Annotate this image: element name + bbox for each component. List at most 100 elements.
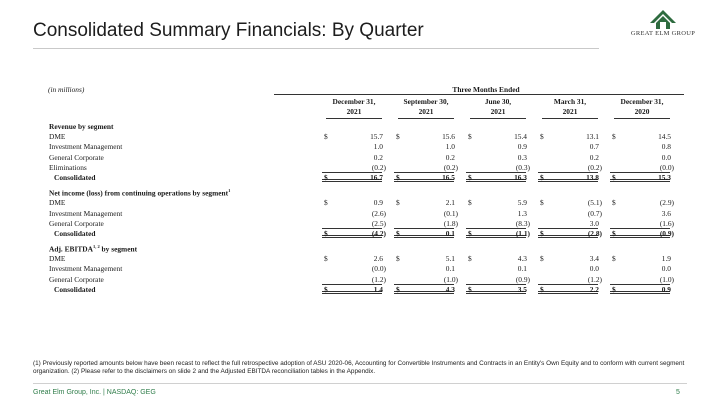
table-cell-value: 0.9 <box>373 198 383 208</box>
section-title: Adj. EBITDA1, 2 by segment <box>49 244 137 253</box>
total-value: 16.3 <box>514 172 527 182</box>
column-header-line2: 2021 <box>346 107 362 116</box>
table-cell-value: (1.0) <box>443 274 458 284</box>
total-value: 0.9 <box>661 284 671 294</box>
column-header-rule <box>542 118 598 119</box>
total-value: 16.7 <box>370 172 383 182</box>
table-cell-value: 1.3 <box>517 208 527 218</box>
total-underline <box>538 283 598 294</box>
row-label: DME <box>49 132 66 142</box>
table-row: General Corporate (1.2) (1.0) (0.9) (1.2) (1.… <box>46 275 684 285</box>
total-label: Consolidated <box>54 228 96 238</box>
footnote: (1) Previously reported amounts below ha… <box>33 360 685 375</box>
row-label: General Corporate <box>49 218 104 228</box>
currency-symbol: $ <box>324 132 328 142</box>
table-cell-value: 0.2 <box>445 152 455 162</box>
currency-symbol: $ <box>612 284 616 294</box>
table-row: DME $15.7 $15.6 $15.4 $13.1 $14.5 <box>46 132 684 142</box>
total-underline <box>394 283 454 294</box>
table-cell-value: (1.2) <box>371 274 386 284</box>
table-cell-value: 0.1 <box>517 264 527 274</box>
row-label: Investment Management <box>49 264 123 274</box>
column-header-line1: September 30, <box>403 97 449 106</box>
table-cell-value: 5.9 <box>517 198 527 208</box>
currency-symbol: $ <box>612 254 616 264</box>
section-title-text: Adj. EBITDA <box>49 244 93 254</box>
period-header: Three Months Ended <box>452 85 520 94</box>
slide-title: Consolidated Summary Financials: By Quar… <box>33 20 424 41</box>
section-title-suffix: by segment <box>99 244 138 254</box>
table-cell-value: (0.0) <box>659 162 674 172</box>
section-title: Revenue by segment <box>49 122 113 131</box>
currency-symbol: $ <box>324 198 328 208</box>
currency-symbol: $ <box>396 198 400 208</box>
currency-symbol: $ <box>468 172 472 182</box>
column-header-rule <box>398 118 454 119</box>
total-value: (2.8) <box>587 228 602 238</box>
currency-symbol: $ <box>612 198 616 208</box>
table-cell-value: (1.6) <box>659 218 674 228</box>
table-cell-value: 0.2 <box>373 152 383 162</box>
section-title: Net income (loss) from continuing operat… <box>49 188 230 197</box>
page-number: 5 <box>676 389 680 396</box>
row-label: Investment Management <box>49 142 123 152</box>
table-cell-value: 4.3 <box>517 254 527 264</box>
total-value: (1.1) <box>515 228 530 238</box>
total-underline <box>466 227 526 238</box>
currency-symbol: $ <box>396 172 400 182</box>
table-cell-value: (0.2) <box>371 162 386 172</box>
section-title-footnote-ref: 1, 2 <box>92 244 100 250</box>
total-underline <box>610 283 670 294</box>
total-underline <box>466 171 526 182</box>
row-label: Investment Management <box>49 208 123 218</box>
total-value: 13.8 <box>586 172 599 182</box>
table-row: Investment Management (0.0) 0.1 0.1 0.0 0.0 <box>46 264 684 274</box>
financial-table: (in millions) Three Months Ended <box>46 85 684 95</box>
column-header-line1: December 31, <box>332 97 376 106</box>
table-row: Investment Management (2.6) (0.1) 1.3 (0.7) 3… <box>46 209 684 219</box>
currency-symbol: $ <box>468 198 472 208</box>
total-value: 3.5 <box>517 284 527 294</box>
table-cell-value: (1.0) <box>659 274 674 284</box>
table-cell-value: (0.3) <box>515 162 530 172</box>
section-title-row: Net income (loss) from continuing operat… <box>46 188 684 198</box>
table-cell-value: 14.5 <box>658 132 671 142</box>
table-cell-value: 1.9 <box>661 254 671 264</box>
table-cell-value: 0.9 <box>517 142 527 152</box>
section-title-footnote-ref: 1 <box>228 188 231 194</box>
currency-symbol: $ <box>396 132 400 142</box>
table-cell-value: 15.4 <box>514 132 527 142</box>
column-header-rule <box>614 118 670 119</box>
table-cell-value: 0.3 <box>517 152 527 162</box>
section-title-text: Revenue by segment <box>49 122 114 131</box>
total-underline <box>610 227 670 238</box>
currency-symbol: $ <box>540 132 544 142</box>
currency-symbol: $ <box>324 284 328 294</box>
total-underline <box>322 283 382 294</box>
table-cell-value: (2.6) <box>371 208 386 218</box>
currency-symbol: $ <box>612 172 616 182</box>
column-header-line2: 2020 <box>634 107 650 116</box>
currency-symbol: $ <box>540 228 544 238</box>
currency-symbol: $ <box>396 254 400 264</box>
table-cell-value: 3.0 <box>589 218 599 228</box>
currency-symbol: $ <box>468 132 472 142</box>
currency-symbol: $ <box>324 254 328 264</box>
table-row: Eliminations (0.2) (0.2) (0.3) (0.2) (0.0) <box>46 163 684 173</box>
column-header: December 31, 2020 <box>610 97 674 119</box>
table-cell-value: 5.1 <box>445 254 455 264</box>
currency-symbol: $ <box>540 172 544 182</box>
total-value: 1.4 <box>373 284 383 294</box>
footer-company: Great Elm Group, Inc. | NASDAQ: GEG <box>33 389 156 396</box>
currency-symbol: $ <box>540 254 544 264</box>
total-underline <box>394 171 454 182</box>
table-body: Revenue by segment DME $15.7 $15.6 $15.4 $13.… <box>46 122 684 295</box>
section-title-row: Adj. EBITDA1, 2 by segment <box>46 244 684 254</box>
column-header: March 31, 2021 <box>538 97 602 119</box>
currency-symbol: $ <box>396 228 400 238</box>
table-cell-value: 0.2 <box>589 152 599 162</box>
table-cell-value: 3.4 <box>589 254 599 264</box>
currency-symbol: $ <box>612 132 616 142</box>
units-label: (in millions) <box>48 85 85 94</box>
column-headers: December 31, 2021 September 30, 2021 June 30… <box>46 97 684 119</box>
